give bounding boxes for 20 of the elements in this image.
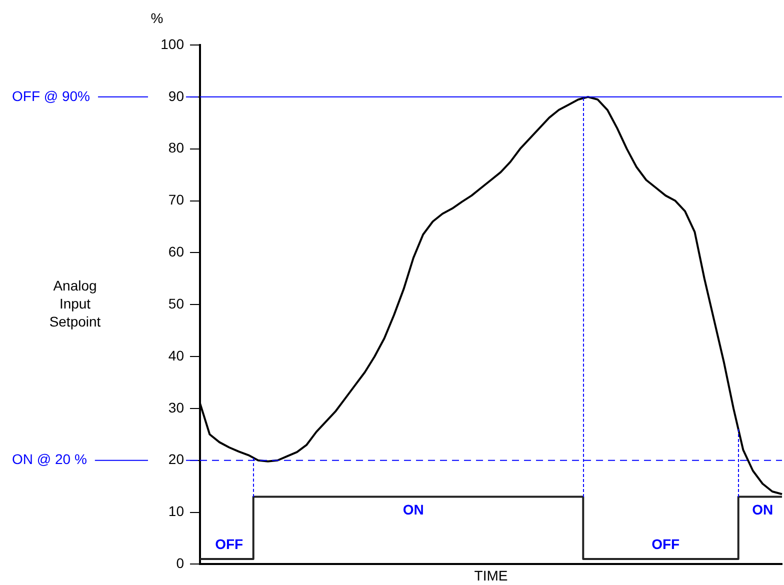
y-tick-label: 90 <box>168 88 184 104</box>
data-label: ON <box>752 502 774 518</box>
y-tick-label: 80 <box>168 140 184 156</box>
y-tick-label: 70 <box>168 192 184 208</box>
y-tick-label: 100 <box>160 36 184 52</box>
y-tick-label: 40 <box>168 347 184 364</box>
data-label: OFF <box>215 536 244 552</box>
ref-line-label: ON @ 20 % <box>12 451 87 468</box>
x-axis-title: TIME <box>474 567 508 584</box>
y-tick-label: 20 <box>168 451 184 468</box>
y-tick-label: 0 <box>176 555 184 572</box>
ref-line-label: OFF @ 90% <box>12 88 90 104</box>
y-axis-title: Analog Input Setpoint <box>49 277 101 330</box>
y-tick-label: 30 <box>168 399 184 416</box>
y-tick-label: 60 <box>168 244 184 260</box>
y-tick-label: 10 <box>168 503 184 520</box>
data-label: ON <box>402 502 424 518</box>
data-label: OFF <box>652 536 680 552</box>
y-tick-label: 50 <box>168 295 184 312</box>
text: % <box>150 10 164 26</box>
